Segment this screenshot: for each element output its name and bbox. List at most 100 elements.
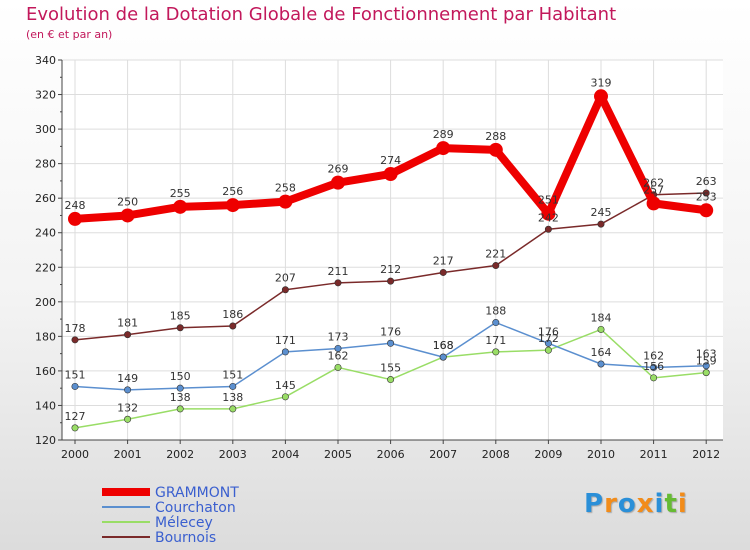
legend-label-bournois: Bournois bbox=[155, 530, 216, 546]
x-tick-label-2002: 2002 bbox=[166, 448, 194, 461]
data-label-bournois-2011: 262 bbox=[643, 177, 664, 190]
plot-area bbox=[62, 60, 723, 440]
data-label-grammont-2008: 288 bbox=[485, 130, 506, 143]
data-label-bournois-2008: 221 bbox=[485, 248, 506, 261]
logo-letter: o bbox=[617, 489, 637, 519]
point-grammont-2002 bbox=[173, 199, 188, 214]
point-bournois-2003 bbox=[229, 322, 237, 330]
x-tick-label-2004: 2004 bbox=[271, 448, 299, 461]
point-grammont-2008 bbox=[488, 142, 503, 157]
logo-letter: t bbox=[664, 489, 678, 519]
point-bournois-2010 bbox=[597, 220, 605, 228]
logo-letter: P bbox=[584, 489, 605, 519]
chart-title: Evolution de la Dotation Globale de Fonc… bbox=[26, 4, 617, 25]
data-label-bournois-2004: 207 bbox=[275, 272, 296, 285]
point-mlecey-2002 bbox=[176, 405, 184, 413]
point-bournois-2012 bbox=[702, 189, 710, 197]
point-bournois-2006 bbox=[387, 277, 395, 285]
data-label-mlecey-2010: 184 bbox=[591, 311, 612, 324]
data-label-bournois-2001: 181 bbox=[117, 317, 138, 330]
data-label-bournois-2005: 211 bbox=[328, 265, 349, 278]
data-label-bournois-2009: 242 bbox=[538, 211, 559, 224]
grid-lines bbox=[62, 59, 723, 440]
point-bournois-2001 bbox=[124, 331, 132, 339]
x-tick-label-2008: 2008 bbox=[482, 448, 510, 461]
data-label-courchaton-2006: 176 bbox=[380, 325, 401, 338]
x-tick-label-2009: 2009 bbox=[534, 448, 562, 461]
y-tick-label-340: 340 bbox=[35, 54, 56, 67]
legend-label-mlecey: Mélecey bbox=[155, 515, 213, 531]
data-label-courchaton-2011: 162 bbox=[643, 349, 664, 362]
data-label-courchaton-2007: 168 bbox=[433, 339, 454, 352]
y-tick-label-260: 260 bbox=[35, 192, 56, 205]
point-grammont-2004 bbox=[278, 194, 293, 209]
data-label-courchaton-2010: 164 bbox=[591, 346, 612, 359]
y-tick-label-160: 160 bbox=[35, 365, 56, 378]
data-labels: 178 181 185 186 207 211 212 217 221 242 245 262 263 1… bbox=[65, 76, 717, 423]
data-label-bournois-2007: 217 bbox=[433, 254, 454, 267]
data-label-courchaton-2003: 151 bbox=[222, 368, 243, 381]
x-tick-label-2011: 2011 bbox=[640, 448, 668, 461]
point-grammont-2000 bbox=[68, 211, 82, 226]
proxiti-logo: Proxiti bbox=[584, 489, 688, 519]
point-courchaton-2007 bbox=[439, 353, 447, 361]
point-mlecey-2005 bbox=[334, 363, 342, 371]
point-mlecey-2008 bbox=[492, 348, 500, 356]
y-tick-label-140: 140 bbox=[35, 399, 56, 412]
point-mlecey-2011 bbox=[650, 374, 658, 382]
y-tick-label-240: 240 bbox=[35, 227, 56, 240]
point-grammont-2003 bbox=[225, 198, 240, 213]
series-lines bbox=[68, 89, 714, 432]
data-label-grammont-2005: 269 bbox=[328, 163, 349, 176]
data-label-courchaton-2002: 150 bbox=[170, 370, 191, 383]
data-label-grammont-2003: 256 bbox=[222, 185, 243, 198]
x-tick-label-2003: 2003 bbox=[219, 448, 247, 461]
point-courchaton-2003 bbox=[229, 382, 237, 390]
y-tick-label-280: 280 bbox=[35, 158, 56, 171]
point-courchaton-2008 bbox=[492, 319, 500, 327]
x-tick-label-2005: 2005 bbox=[324, 448, 352, 461]
data-label-courchaton-2000: 151 bbox=[65, 368, 86, 381]
data-label-grammont-2012: 253 bbox=[696, 190, 717, 203]
point-courchaton-2011 bbox=[650, 363, 658, 371]
point-mlecey-2000 bbox=[71, 424, 79, 432]
point-mlecey-2010 bbox=[597, 325, 605, 333]
data-label-bournois-2006: 212 bbox=[380, 263, 401, 276]
data-label-mlecey-2003: 138 bbox=[222, 391, 243, 404]
point-grammont-2010 bbox=[594, 89, 608, 104]
point-grammont-2001 bbox=[120, 208, 135, 223]
point-grammont-2012 bbox=[699, 203, 714, 218]
logo-letter: i bbox=[677, 489, 688, 519]
y-tick-label-180: 180 bbox=[35, 330, 56, 343]
data-label-grammont-2007: 289 bbox=[433, 128, 454, 141]
point-courchaton-2009 bbox=[544, 339, 552, 347]
y-tick-label-200: 200 bbox=[35, 296, 56, 309]
point-grammont-2007 bbox=[436, 141, 451, 156]
x-tick-label-2010: 2010 bbox=[587, 448, 615, 461]
point-courchaton-2000 bbox=[71, 382, 79, 390]
x-ticks: 2000 2001 2002 2003 2004 2005 2006 2007 2008 2009… bbox=[61, 440, 720, 461]
data-label-mlecey-2004: 145 bbox=[275, 379, 296, 392]
data-label-courchaton-2009: 176 bbox=[538, 325, 559, 338]
chart-subtitle: (en € et par an) bbox=[26, 28, 113, 41]
y-tick-label-320: 320 bbox=[35, 89, 56, 102]
legend-label-grammont: GRAMMONT bbox=[155, 485, 239, 501]
point-grammont-2005 bbox=[331, 175, 345, 190]
point-bournois-2002 bbox=[176, 324, 184, 332]
point-mlecey-2003 bbox=[229, 405, 237, 413]
point-bournois-2005 bbox=[334, 279, 342, 287]
data-label-mlecey-2007: 168 bbox=[433, 339, 454, 352]
point-courchaton-2002 bbox=[176, 384, 184, 392]
logo-letter: i bbox=[654, 489, 665, 519]
legend-label-courchaton: Courchaton bbox=[155, 500, 236, 516]
point-courchaton-2010 bbox=[597, 360, 605, 368]
data-label-grammont-2000: 248 bbox=[65, 199, 86, 212]
point-grammont-2006 bbox=[383, 167, 398, 181]
data-label-bournois-2010: 245 bbox=[591, 206, 612, 219]
data-label-bournois-2000: 178 bbox=[65, 322, 86, 335]
data-label-grammont-2002: 255 bbox=[170, 187, 191, 200]
point-courchaton-2004 bbox=[281, 348, 289, 356]
data-label-mlecey-2012: 159 bbox=[696, 355, 717, 368]
x-tick-label-2001: 2001 bbox=[114, 448, 142, 461]
